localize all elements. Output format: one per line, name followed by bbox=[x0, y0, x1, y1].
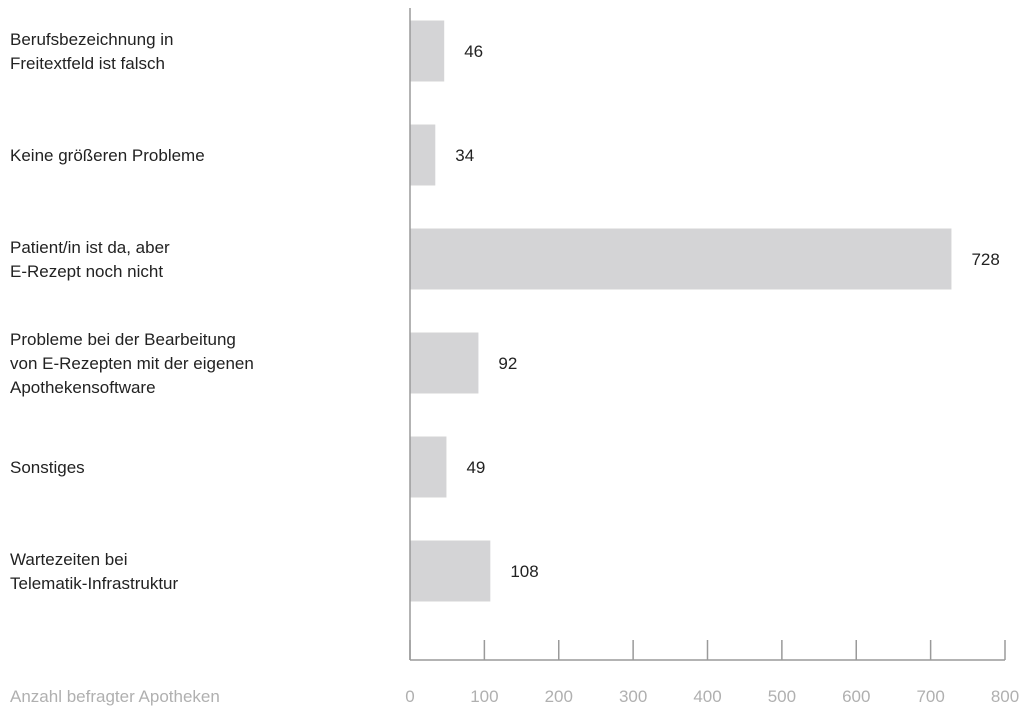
bars-group bbox=[410, 20, 952, 602]
category-label-line: Patient/in ist da, aber bbox=[10, 238, 170, 257]
category-label: Wartezeiten bei Telematik-Infrastruktur bbox=[10, 550, 178, 593]
x-tick-label: 600 bbox=[842, 687, 870, 706]
category-label-line: E-Rezept noch nicht bbox=[10, 262, 163, 281]
bar bbox=[410, 228, 952, 290]
data-label: 92 bbox=[498, 354, 517, 373]
x-tick-label: 700 bbox=[916, 687, 944, 706]
data-label: 46 bbox=[464, 42, 483, 61]
x-tick-label: 300 bbox=[619, 687, 647, 706]
data-label: 49 bbox=[466, 458, 485, 477]
category-label: Berufsbezeichnung in Freitextfeld ist fal… bbox=[10, 30, 174, 73]
x-tick-label: 0 bbox=[405, 687, 414, 706]
x-tick-label: 400 bbox=[693, 687, 721, 706]
category-label-line: Apothekensoftware bbox=[10, 378, 156, 397]
bar bbox=[410, 332, 479, 394]
category-label: Sonstiges bbox=[10, 458, 85, 477]
category-label-line: Probleme bei der Bearbeitung bbox=[10, 330, 236, 349]
category-labels: Berufsbezeichnung in Freitextfeld ist fal… bbox=[10, 30, 254, 593]
x-tick-label: 500 bbox=[768, 687, 796, 706]
bar bbox=[410, 124, 436, 186]
x-tick-label: 800 bbox=[991, 687, 1019, 706]
category-label-line: Berufsbezeichnung in bbox=[10, 30, 174, 49]
category-label-line: Telematik-Infrastruktur bbox=[10, 574, 178, 593]
category-label-line: Wartezeiten bei bbox=[10, 550, 127, 569]
bar bbox=[410, 540, 491, 602]
category-label-line: Keine größeren Probleme bbox=[10, 146, 205, 165]
bar bbox=[410, 436, 447, 498]
category-label: Patient/in ist da, aber E-Rezept noch nic… bbox=[10, 238, 170, 281]
bar bbox=[410, 20, 445, 82]
data-label: 728 bbox=[971, 250, 999, 269]
category-label-line: von E-Rezepten mit der eigenen bbox=[10, 354, 254, 373]
value-labels: 46 34 728 92 49 108 bbox=[455, 42, 1000, 581]
category-label-line: Sonstiges bbox=[10, 458, 85, 477]
x-tick-label: 100 bbox=[470, 687, 498, 706]
x-axis-ticks: 0 100 200 300 400 500 600 700 800 bbox=[405, 640, 1019, 706]
category-label: Probleme bei der Bearbeitung von E-Rezept… bbox=[10, 330, 254, 397]
x-axis-title: Anzahl befragter Apotheken bbox=[10, 687, 220, 706]
category-label-line: Freitextfeld ist falsch bbox=[10, 54, 165, 73]
data-label: 34 bbox=[455, 146, 474, 165]
x-tick-label: 200 bbox=[545, 687, 573, 706]
category-label: Keine größeren Probleme bbox=[10, 146, 205, 165]
data-label: 108 bbox=[510, 562, 538, 581]
